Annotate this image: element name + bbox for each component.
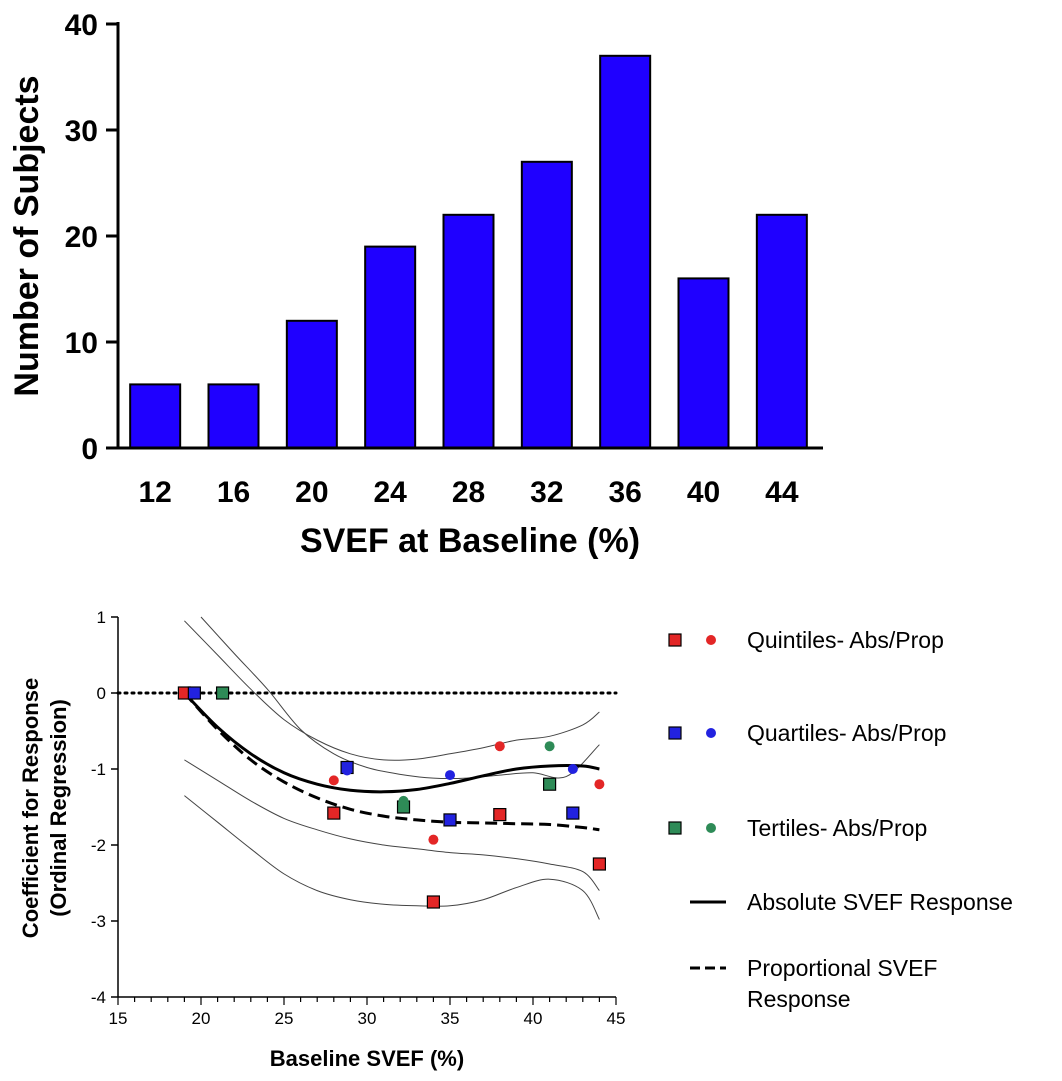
x-tick-label: 32	[530, 476, 563, 509]
quartiles-abs-point	[566, 806, 580, 820]
legend: Quintiles- Abs/Prop Quartiles- Abs/Prop Te…	[668, 627, 1013, 1012]
y-tick-label: -3	[91, 912, 106, 931]
legend-square-marker	[668, 821, 682, 835]
quintiles-abs-point	[426, 895, 440, 909]
quintiles-prop-point	[494, 741, 505, 752]
bar-44	[755, 213, 808, 449]
bar-chart: 12 16 20 24 28 32 36 40 44 0 10 20 30 40 SVEF at Basel…	[8, 9, 823, 560]
y-tick-label: 40	[65, 9, 98, 42]
quartiles-prop-point	[567, 764, 578, 774]
x-tick-label: 30	[358, 1009, 377, 1028]
tertiles-prop-point	[217, 688, 228, 698]
x-tick-label: 20	[192, 1009, 211, 1028]
tertiles-prop-point	[544, 741, 555, 752]
bar-16	[207, 383, 260, 449]
x-tick-label: 44	[765, 476, 799, 509]
quartiles-prop-point	[445, 770, 455, 781]
quartiles-prop-point	[342, 765, 353, 776]
x-tick-label: 45	[607, 1009, 626, 1028]
quintiles-prop-point	[594, 779, 605, 790]
absolute-response-curve	[183, 691, 600, 794]
bar-12	[129, 383, 182, 449]
legend-circle-marker	[706, 635, 716, 645]
quintiles-abs-point	[592, 857, 607, 871]
x-tick-label: 24	[373, 476, 407, 509]
legend-square-marker	[668, 633, 682, 647]
y-axis-title: Number of Subjects	[8, 75, 46, 396]
x-axis-title: SVEF at Baseline (%)	[300, 522, 640, 560]
y-tick-label: 30	[65, 115, 98, 148]
legend-label: Tertiles- Abs/Prop	[747, 815, 927, 841]
legend-label: Response	[747, 986, 851, 1012]
y-tick-label: -4	[91, 988, 106, 1007]
x-tick-label: 36	[608, 476, 641, 509]
y-axis-title-line2: (Ordinal Regression)	[46, 699, 71, 917]
x-tick-label: 28	[452, 476, 485, 509]
bar-20	[285, 319, 338, 449]
x-tick-label: 35	[441, 1009, 460, 1028]
legend-square-marker	[668, 726, 682, 740]
x-tick-label: 20	[295, 476, 328, 509]
quintiles-prop-point	[179, 688, 190, 698]
bar-40	[677, 277, 730, 449]
legend-label: Proportional SVEF	[747, 955, 937, 981]
confidence-band-line	[184, 759, 600, 891]
x-tick-label: 25	[275, 1009, 294, 1028]
tertiles-abs-point	[542, 777, 557, 791]
x-axis-title: Baseline SVEF (%)	[270, 1046, 464, 1071]
quintiles-abs-point	[327, 806, 341, 820]
quintiles-abs-point	[493, 807, 507, 822]
y-tick-label: 20	[65, 221, 98, 254]
confidence-band-line	[184, 795, 600, 920]
legend-circle-marker	[706, 823, 716, 833]
x-tick-label: 40	[687, 476, 720, 509]
quintiles-prop-point	[428, 834, 439, 845]
legend-label: Absolute SVEF Response	[747, 889, 1013, 915]
y-tick-label: -1	[91, 760, 106, 779]
bar-24	[364, 245, 417, 449]
tertiles-prop-point	[398, 795, 409, 806]
quartiles-prop-point	[189, 688, 200, 698]
proportional-response-curve	[183, 691, 600, 832]
confidence-band-line	[200, 616, 600, 780]
y-axis-title-line1: Coefficient for Response	[18, 678, 43, 938]
y-tick-label: 1	[97, 608, 106, 627]
y-tick-label: 10	[65, 327, 98, 360]
legend-circle-marker	[706, 728, 716, 738]
bar-32	[520, 160, 573, 450]
quintiles-prop-point	[328, 775, 339, 786]
y-tick-label: -2	[91, 836, 106, 855]
legend-label: Quintiles- Abs/Prop	[747, 627, 944, 653]
y-tick-label: 0	[81, 433, 98, 466]
x-tick-label: 15	[109, 1009, 128, 1028]
quartiles-abs-point	[443, 813, 457, 827]
scatter-chart: -4 -3 -2 -1 0 1 15 20 25 30 35 40 45 Baseline SVEF (%…	[18, 608, 1013, 1071]
bar-36	[599, 54, 652, 450]
x-tick-label: 40	[524, 1009, 543, 1028]
bar-28	[442, 213, 495, 449]
y-tick-label: 0	[97, 684, 106, 703]
legend-label: Quartiles- Abs/Prop	[747, 720, 946, 746]
x-tick-label: 12	[138, 476, 171, 509]
x-tick-label: 16	[217, 476, 250, 509]
confidence-band-line	[184, 620, 600, 761]
